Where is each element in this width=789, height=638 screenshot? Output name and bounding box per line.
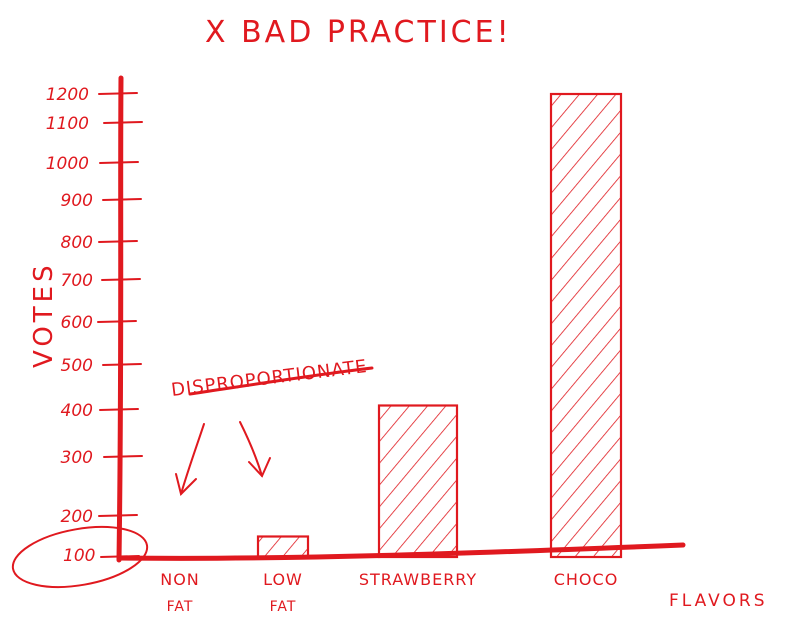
- y-tick-label: 500: [61, 356, 93, 376]
- y-tick-mark: [103, 121, 143, 124]
- y-tick-mark: [102, 363, 142, 366]
- x-category-label: LOW: [263, 570, 303, 589]
- y-tick-mark: [102, 198, 142, 201]
- y-axis-line: [116, 75, 124, 563]
- y-tick-mark: [98, 514, 138, 517]
- annotation-underline: [188, 366, 374, 396]
- y-tick-mark: [101, 278, 141, 281]
- category-labels-group: NON FAT LOW FAT STRAWBERRY CHOCO: [160, 570, 619, 615]
- y-tick-mark: [97, 320, 137, 323]
- y-tick-label: 400: [61, 401, 93, 421]
- arrow-down-right-icon: [239, 421, 271, 478]
- y-tick-mark: [103, 455, 143, 458]
- y-tick-label: 700: [61, 271, 93, 291]
- y-tick-mark: [99, 161, 139, 164]
- x-category-label: NON: [160, 570, 200, 589]
- chart-title: X BAD PRACTICE!: [205, 15, 512, 50]
- y-tick-label: 900: [61, 191, 93, 211]
- x-axis-title: FLAVORS: [669, 591, 768, 611]
- bar-low-fat: [256, 535, 310, 559]
- y-tick-label: 300: [61, 448, 93, 468]
- y-tick-label: 800: [61, 233, 93, 253]
- y-tick-mark: [98, 92, 138, 95]
- y-tick-label: 1200: [46, 85, 89, 105]
- y-tick-mark: [100, 555, 140, 558]
- y-tick-label: 1100: [46, 114, 89, 134]
- y-tick-mark: [98, 240, 138, 243]
- x-category-label: FAT: [270, 599, 297, 615]
- y-tick-label: 100: [63, 546, 95, 566]
- y-axis-title: VOTES: [29, 261, 59, 368]
- y-tick-mark: [99, 408, 139, 411]
- y-tick-label: 1000: [46, 154, 89, 174]
- bars-group: [256, 92, 623, 559]
- x-category-label: FAT: [167, 599, 194, 615]
- x-category-label: CHOCO: [554, 570, 619, 589]
- arrow-down-left-icon: [175, 423, 205, 496]
- bar-strawberry: [377, 404, 459, 559]
- y-tick-label: 600: [61, 313, 93, 333]
- x-category-label: STRAWBERRY: [359, 570, 477, 589]
- y-tick-label: 200: [61, 507, 93, 527]
- y-ticks-group: 100 200 300 400 500 600 700 800 900 1000 1100 1200: [46, 85, 143, 566]
- bar-choco: [549, 92, 623, 559]
- baseline-highlight-circle: [11, 526, 149, 588]
- disproportionate-annotation: DISPROPORTIONATE: [170, 356, 369, 401]
